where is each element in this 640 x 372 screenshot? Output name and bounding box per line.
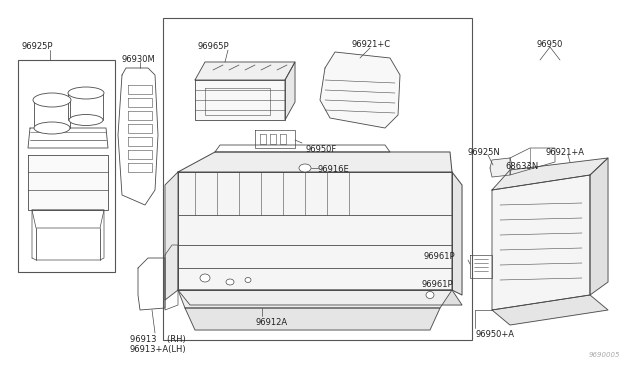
Polygon shape bbox=[195, 62, 295, 80]
Text: 96913+A(LH): 96913+A(LH) bbox=[130, 345, 187, 354]
Ellipse shape bbox=[299, 164, 311, 172]
Polygon shape bbox=[178, 152, 452, 172]
Polygon shape bbox=[492, 175, 590, 310]
Text: 9690005: 9690005 bbox=[589, 352, 620, 358]
Ellipse shape bbox=[200, 274, 210, 282]
Polygon shape bbox=[165, 172, 178, 300]
Text: 96950F: 96950F bbox=[305, 145, 336, 154]
Polygon shape bbox=[285, 62, 295, 120]
Text: 96912A: 96912A bbox=[255, 318, 287, 327]
Text: 96950: 96950 bbox=[537, 40, 563, 49]
Polygon shape bbox=[178, 290, 462, 305]
Polygon shape bbox=[492, 158, 608, 190]
Polygon shape bbox=[590, 158, 608, 295]
Ellipse shape bbox=[245, 278, 251, 282]
Text: 96961P: 96961P bbox=[421, 280, 453, 289]
Text: 96925N: 96925N bbox=[468, 148, 500, 157]
Text: 96916E: 96916E bbox=[318, 165, 349, 174]
Polygon shape bbox=[452, 172, 462, 295]
Polygon shape bbox=[492, 295, 608, 325]
Ellipse shape bbox=[34, 122, 70, 134]
Polygon shape bbox=[185, 308, 440, 330]
Text: 68633N: 68633N bbox=[505, 162, 538, 171]
Text: 96921+C: 96921+C bbox=[352, 40, 391, 49]
Text: 96961P: 96961P bbox=[424, 252, 455, 261]
Polygon shape bbox=[195, 80, 285, 120]
Bar bbox=[163, 18, 472, 340]
Ellipse shape bbox=[33, 93, 71, 107]
Text: 96913    (RH): 96913 (RH) bbox=[130, 335, 186, 344]
Polygon shape bbox=[178, 290, 452, 308]
Ellipse shape bbox=[69, 115, 103, 125]
Polygon shape bbox=[178, 172, 452, 290]
Text: 96930M: 96930M bbox=[122, 55, 156, 64]
Ellipse shape bbox=[68, 87, 104, 99]
Bar bbox=[18, 60, 115, 272]
Text: 96921+A: 96921+A bbox=[545, 148, 584, 157]
Polygon shape bbox=[320, 52, 400, 128]
Text: 96950+A: 96950+A bbox=[475, 330, 514, 339]
Ellipse shape bbox=[226, 279, 234, 285]
Text: 96925P: 96925P bbox=[22, 42, 54, 51]
Polygon shape bbox=[28, 155, 108, 210]
Text: 96965P: 96965P bbox=[198, 42, 230, 51]
Ellipse shape bbox=[426, 292, 434, 298]
Polygon shape bbox=[490, 158, 512, 177]
